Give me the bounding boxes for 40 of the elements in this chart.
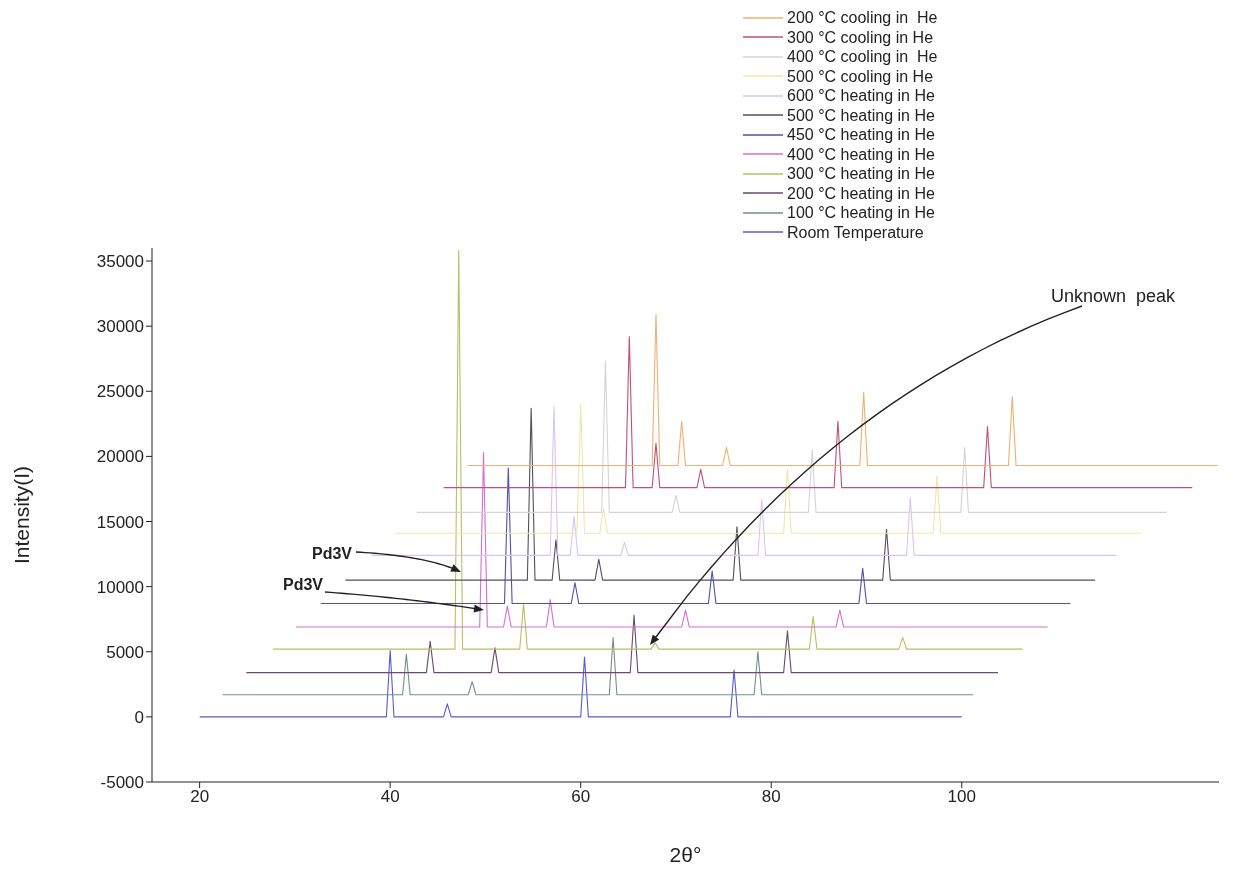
legend-label: 500 °C heating in He bbox=[787, 105, 935, 125]
line-series bbox=[370, 406, 1117, 556]
annotation: Pd3V bbox=[282, 576, 324, 593]
line-series bbox=[416, 360, 1168, 513]
line-series bbox=[199, 649, 963, 718]
x-tick-label: 60 bbox=[571, 787, 591, 807]
y-axis-title: Intensity(I) bbox=[10, 465, 34, 565]
line-series bbox=[221, 636, 974, 696]
legend-label: 300 °C cooling in He bbox=[787, 27, 934, 47]
x-tick-label: 20 bbox=[190, 787, 210, 807]
x-tick-label: 80 bbox=[761, 787, 781, 807]
y-tick-label: 30000 bbox=[96, 317, 144, 337]
x-tick-label: 100 bbox=[947, 787, 976, 807]
y-tick-label: 0 bbox=[134, 707, 144, 727]
legend-label: 200 °C heating in He bbox=[787, 183, 935, 203]
line-series bbox=[245, 614, 999, 674]
y-tick-label: 5000 bbox=[106, 642, 144, 662]
y-tick-label: 10000 bbox=[96, 577, 144, 597]
line-series bbox=[442, 336, 1193, 489]
y-tick-label: 20000 bbox=[96, 447, 144, 467]
legend-label: 300 °C heating in He bbox=[787, 164, 935, 184]
annotation: Pd3V bbox=[311, 545, 353, 562]
legend-label: 600 °C heating in He bbox=[787, 86, 935, 106]
legend-label: 500 °C cooling in He bbox=[787, 66, 934, 86]
legend-label: Room Temperature bbox=[787, 222, 924, 242]
legend-label: 100 °C heating in He bbox=[787, 203, 935, 223]
line-series bbox=[395, 403, 1142, 534]
y-tick-label: 35000 bbox=[96, 252, 144, 272]
legend-label: 400 °C cooling in He bbox=[787, 47, 938, 67]
line-series bbox=[466, 313, 1219, 467]
y-tick-label: 15000 bbox=[96, 512, 144, 532]
legend-label: 200 °C cooling in He bbox=[787, 8, 938, 28]
annotation: Unknown peak bbox=[1051, 286, 1177, 306]
y-tick-label: 25000 bbox=[96, 382, 144, 402]
x-tick-label: 40 bbox=[380, 787, 400, 807]
legend-label: 400 °C heating in He bbox=[787, 144, 935, 164]
legend-label: 450 °C heating in He bbox=[787, 125, 935, 145]
line-series bbox=[272, 250, 1024, 650]
x-axis-title: 2θ° bbox=[669, 843, 702, 866]
y-tick-label: -5000 bbox=[100, 773, 144, 793]
